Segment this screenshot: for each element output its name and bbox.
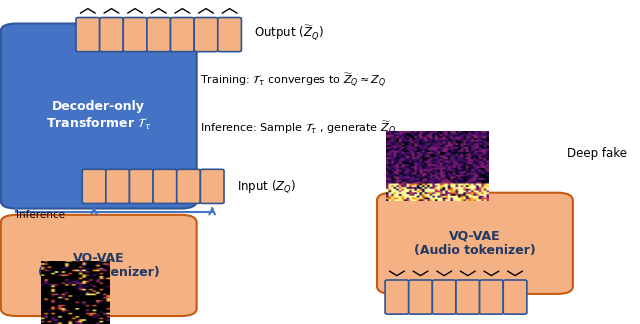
Text: VQ-VAE
(Audio tokenizer): VQ-VAE (Audio tokenizer) (414, 229, 536, 257)
FancyBboxPatch shape (177, 169, 200, 203)
FancyBboxPatch shape (100, 17, 124, 52)
FancyBboxPatch shape (1, 24, 196, 209)
FancyBboxPatch shape (124, 17, 147, 52)
FancyBboxPatch shape (479, 280, 503, 314)
FancyBboxPatch shape (218, 17, 241, 52)
FancyBboxPatch shape (200, 169, 224, 203)
FancyBboxPatch shape (170, 17, 194, 52)
FancyBboxPatch shape (503, 280, 527, 314)
FancyBboxPatch shape (153, 169, 177, 203)
FancyBboxPatch shape (1, 215, 196, 316)
FancyBboxPatch shape (194, 17, 218, 52)
Text: Training: $\mathcal{T}_{\tau}$ converges to $\widetilde{Z}_Q \approx Z_Q$: Training: $\mathcal{T}_{\tau}$ converges… (200, 72, 386, 89)
FancyBboxPatch shape (147, 17, 170, 52)
Text: Output ($\widetilde{Z}_Q$): Output ($\widetilde{Z}_Q$) (255, 24, 324, 42)
Text: Deep fake: Deep fake (566, 147, 627, 160)
Text: Decoder-only
Transformer $\mathcal{T}_{\tau}$: Decoder-only Transformer $\mathcal{T}_{\… (46, 100, 152, 132)
FancyBboxPatch shape (433, 280, 456, 314)
Text: Input ($Z_Q$): Input ($Z_Q$) (237, 178, 296, 195)
FancyBboxPatch shape (409, 280, 433, 314)
FancyBboxPatch shape (76, 17, 100, 52)
FancyBboxPatch shape (377, 193, 573, 294)
FancyBboxPatch shape (129, 169, 153, 203)
FancyBboxPatch shape (106, 169, 129, 203)
FancyBboxPatch shape (456, 280, 479, 314)
Text: Inference: Sample $\mathcal{T}_{\tau}$ , generate $\widetilde{Z}_Q$: Inference: Sample $\mathcal{T}_{\tau}$ ,… (200, 119, 396, 137)
Text: VQ-VAE
(Audio tokenizer): VQ-VAE (Audio tokenizer) (38, 251, 159, 279)
FancyBboxPatch shape (82, 169, 106, 203)
Text: Inference: Inference (16, 210, 65, 220)
FancyBboxPatch shape (385, 280, 409, 314)
